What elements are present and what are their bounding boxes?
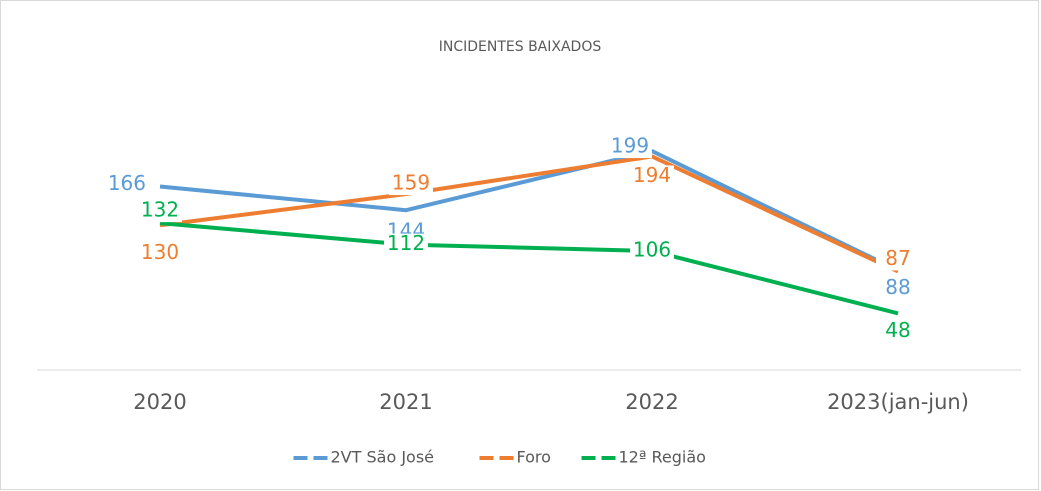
legend-label: Foro	[517, 448, 551, 467]
label-bg	[104, 173, 148, 196]
label-bg	[630, 165, 674, 188]
line-series	[159, 221, 899, 316]
data-label: 159	[392, 171, 430, 195]
x-tick-label: 2022	[625, 390, 678, 414]
label-bg	[384, 233, 428, 256]
legend-label: 2VT São José	[331, 448, 435, 467]
legend-label: 12ª Região	[619, 448, 706, 467]
data-label: 48	[885, 318, 910, 342]
label-bg	[876, 320, 920, 343]
line-series	[159, 149, 899, 273]
data-label: 166	[108, 171, 146, 195]
data-label: 87	[885, 246, 910, 270]
data-label: 199	[611, 134, 649, 158]
data-label: 112	[387, 231, 425, 255]
data-label: 106	[633, 238, 671, 262]
label-bg	[138, 242, 182, 265]
x-tick-label: 2023(jan-jun)	[827, 390, 969, 414]
chart-title: INCIDENTES BAIXADOS	[439, 39, 602, 55]
data-label: 88	[885, 275, 910, 299]
label-bg	[389, 173, 433, 196]
label-bg	[630, 240, 674, 263]
data-label: 130	[141, 240, 179, 264]
label-bg	[876, 248, 920, 271]
x-tick-label: 2020	[133, 390, 186, 414]
data-label: 194	[633, 163, 671, 187]
label-bg	[876, 277, 920, 300]
x-tick-label: 2021	[379, 390, 432, 414]
line-series	[159, 154, 899, 274]
data-label: 132	[141, 198, 179, 222]
label-bg	[138, 200, 182, 223]
label-bg	[608, 136, 652, 159]
